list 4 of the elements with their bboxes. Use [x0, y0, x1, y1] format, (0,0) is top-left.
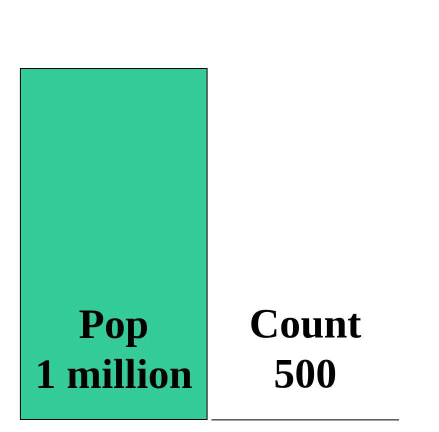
- x-tick-label: Count: [249, 301, 362, 348]
- data-label: 1 million: [34, 352, 193, 398]
- x-tick-label: Pop: [78, 302, 149, 348]
- data-label: 500: [274, 351, 337, 398]
